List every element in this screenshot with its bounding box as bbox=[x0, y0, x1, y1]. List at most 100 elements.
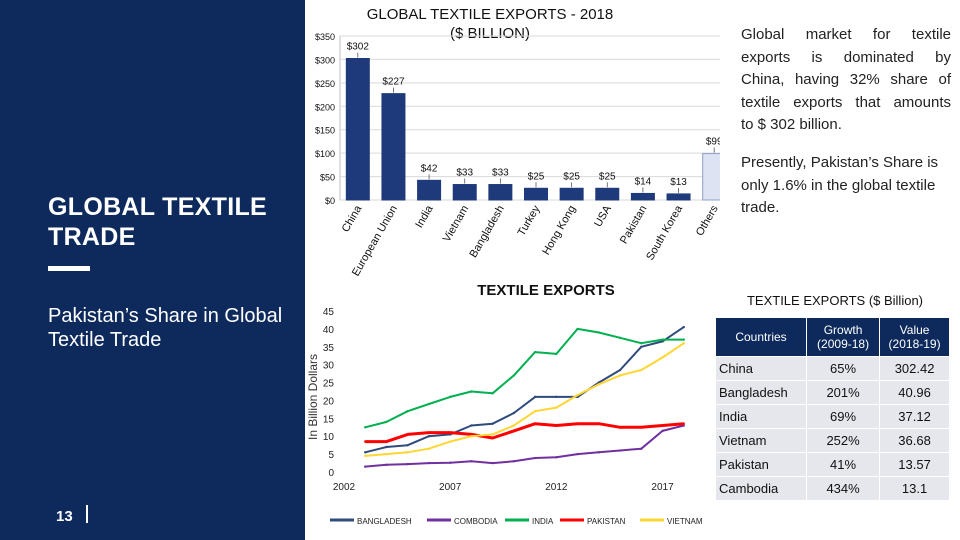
series-point bbox=[491, 422, 494, 425]
header-countries: Countries bbox=[715, 317, 807, 357]
bar-category-label: USA bbox=[592, 203, 614, 229]
series-point bbox=[512, 374, 516, 377]
line-chart-ylabel: In Billion Dollars bbox=[306, 354, 320, 440]
series-point bbox=[427, 461, 431, 465]
series-point bbox=[618, 374, 622, 377]
series-point bbox=[385, 452, 388, 456]
section-subtitle: Pakistan’s Share in Global Textile Trade bbox=[48, 305, 283, 351]
series-point bbox=[618, 426, 622, 429]
bar-ytick-label: $300 bbox=[315, 55, 335, 65]
pakistan-share-text: Presently, Pakistan’s Share is only 1.6%… bbox=[741, 154, 939, 216]
series-point bbox=[448, 440, 452, 443]
series-point bbox=[618, 368, 622, 372]
cell-value: 13.1 bbox=[879, 476, 950, 501]
bar-chart-subtitle: ($ BILLION) bbox=[450, 25, 530, 42]
series-point bbox=[385, 420, 388, 424]
series-point bbox=[555, 395, 558, 399]
series-point bbox=[682, 422, 685, 425]
series-point bbox=[364, 465, 367, 468]
bar bbox=[488, 184, 513, 201]
legend-label: COMBODIA bbox=[454, 517, 498, 525]
series-point bbox=[470, 424, 473, 427]
table-row: Cambodia 434% 13.1 bbox=[715, 476, 950, 501]
bar-category-label: Turkey bbox=[516, 203, 543, 238]
cell-country: Cambodia bbox=[715, 476, 807, 501]
cell-growth: 201% bbox=[805, 380, 881, 405]
series-point bbox=[448, 395, 452, 399]
series-point bbox=[576, 452, 579, 456]
cell-growth: 69% bbox=[805, 404, 881, 429]
series-point bbox=[576, 327, 579, 331]
legend-label: PAKISTAN bbox=[587, 517, 626, 525]
cell-growth: 41% bbox=[805, 452, 881, 477]
series-point bbox=[533, 395, 537, 399]
series-point bbox=[491, 392, 494, 395]
header-growth: Growth (2009-18) bbox=[805, 317, 881, 357]
series-point bbox=[364, 426, 367, 429]
series-point bbox=[661, 356, 664, 359]
series-point bbox=[448, 431, 452, 434]
page-number-divider bbox=[86, 505, 88, 523]
series-line-pakistan bbox=[365, 422, 684, 444]
series-point bbox=[576, 422, 579, 425]
series-point bbox=[555, 352, 558, 356]
series-point bbox=[555, 406, 558, 409]
series-point bbox=[576, 393, 579, 397]
bar-ytick-label: $250 bbox=[315, 79, 335, 89]
bar-category-label: Bangladesh bbox=[468, 204, 507, 260]
line-xtick-label: 2017 bbox=[651, 482, 674, 493]
table-row: India 69% 37.12 bbox=[715, 404, 950, 429]
line-ytick-label: 5 bbox=[328, 450, 334, 461]
cell-value: 37.12 bbox=[879, 404, 950, 429]
bar-category-label: Pakistan bbox=[618, 204, 649, 247]
series-point bbox=[406, 462, 409, 466]
line-ytick-label: 35 bbox=[323, 343, 335, 354]
bar-value-label: $42 bbox=[421, 163, 438, 174]
series-point bbox=[533, 422, 537, 425]
bar-ytick-label: $100 bbox=[315, 149, 335, 159]
series-point bbox=[427, 447, 431, 450]
cell-country: India bbox=[715, 404, 807, 429]
bar-value-label: $33 bbox=[492, 168, 509, 179]
line-xtick-label: 2012 bbox=[545, 482, 568, 493]
bar bbox=[559, 187, 584, 201]
section-title-line2: TRADE bbox=[48, 223, 136, 251]
line-xtick-label: 2007 bbox=[439, 482, 462, 493]
left-panel: GLOBAL TEXTILE TRADE Pakistan’s Share in… bbox=[0, 0, 305, 540]
series-point bbox=[491, 436, 494, 440]
series-point bbox=[512, 424, 516, 427]
bar bbox=[666, 193, 691, 201]
series-point bbox=[597, 383, 601, 386]
cell-value: 13.57 bbox=[879, 452, 950, 477]
series-point bbox=[364, 451, 367, 454]
cell-growth: 65% bbox=[805, 356, 881, 381]
series-point bbox=[491, 461, 494, 465]
series-point bbox=[406, 443, 409, 447]
bar bbox=[381, 93, 406, 201]
table-row: Pakistan 41% 13.57 bbox=[715, 452, 950, 477]
series-point bbox=[640, 426, 643, 429]
table-row: Bangladesh 201% 40.96 bbox=[715, 380, 950, 405]
series-point bbox=[364, 440, 367, 443]
legend-label: BANGLADESH bbox=[357, 517, 412, 525]
series-line-vietnam bbox=[365, 342, 685, 457]
section-title-line1: GLOBAL TEXTILE bbox=[48, 193, 268, 221]
bar bbox=[524, 187, 548, 201]
cell-country: China bbox=[715, 356, 807, 381]
bar-ytick-label: $350 bbox=[315, 32, 335, 42]
series-point bbox=[661, 338, 664, 341]
series-point bbox=[618, 336, 622, 340]
accent-divider bbox=[48, 266, 90, 271]
series-point bbox=[470, 435, 473, 438]
bar-ytick-label: $200 bbox=[315, 102, 335, 112]
section-title: GLOBAL TEXTILE TRADE bbox=[48, 192, 288, 252]
series-point bbox=[597, 451, 601, 454]
cell-value: 40.96 bbox=[879, 380, 950, 405]
table-row: China 65% 302.42 bbox=[715, 356, 950, 381]
bar bbox=[345, 57, 370, 201]
series-point bbox=[640, 342, 643, 345]
table-title: TEXTILE EXPORTS ($ Billion) bbox=[746, 293, 924, 308]
bar-category-label: Vietnam bbox=[441, 204, 471, 245]
series-point bbox=[385, 445, 388, 449]
series-point bbox=[661, 340, 664, 343]
